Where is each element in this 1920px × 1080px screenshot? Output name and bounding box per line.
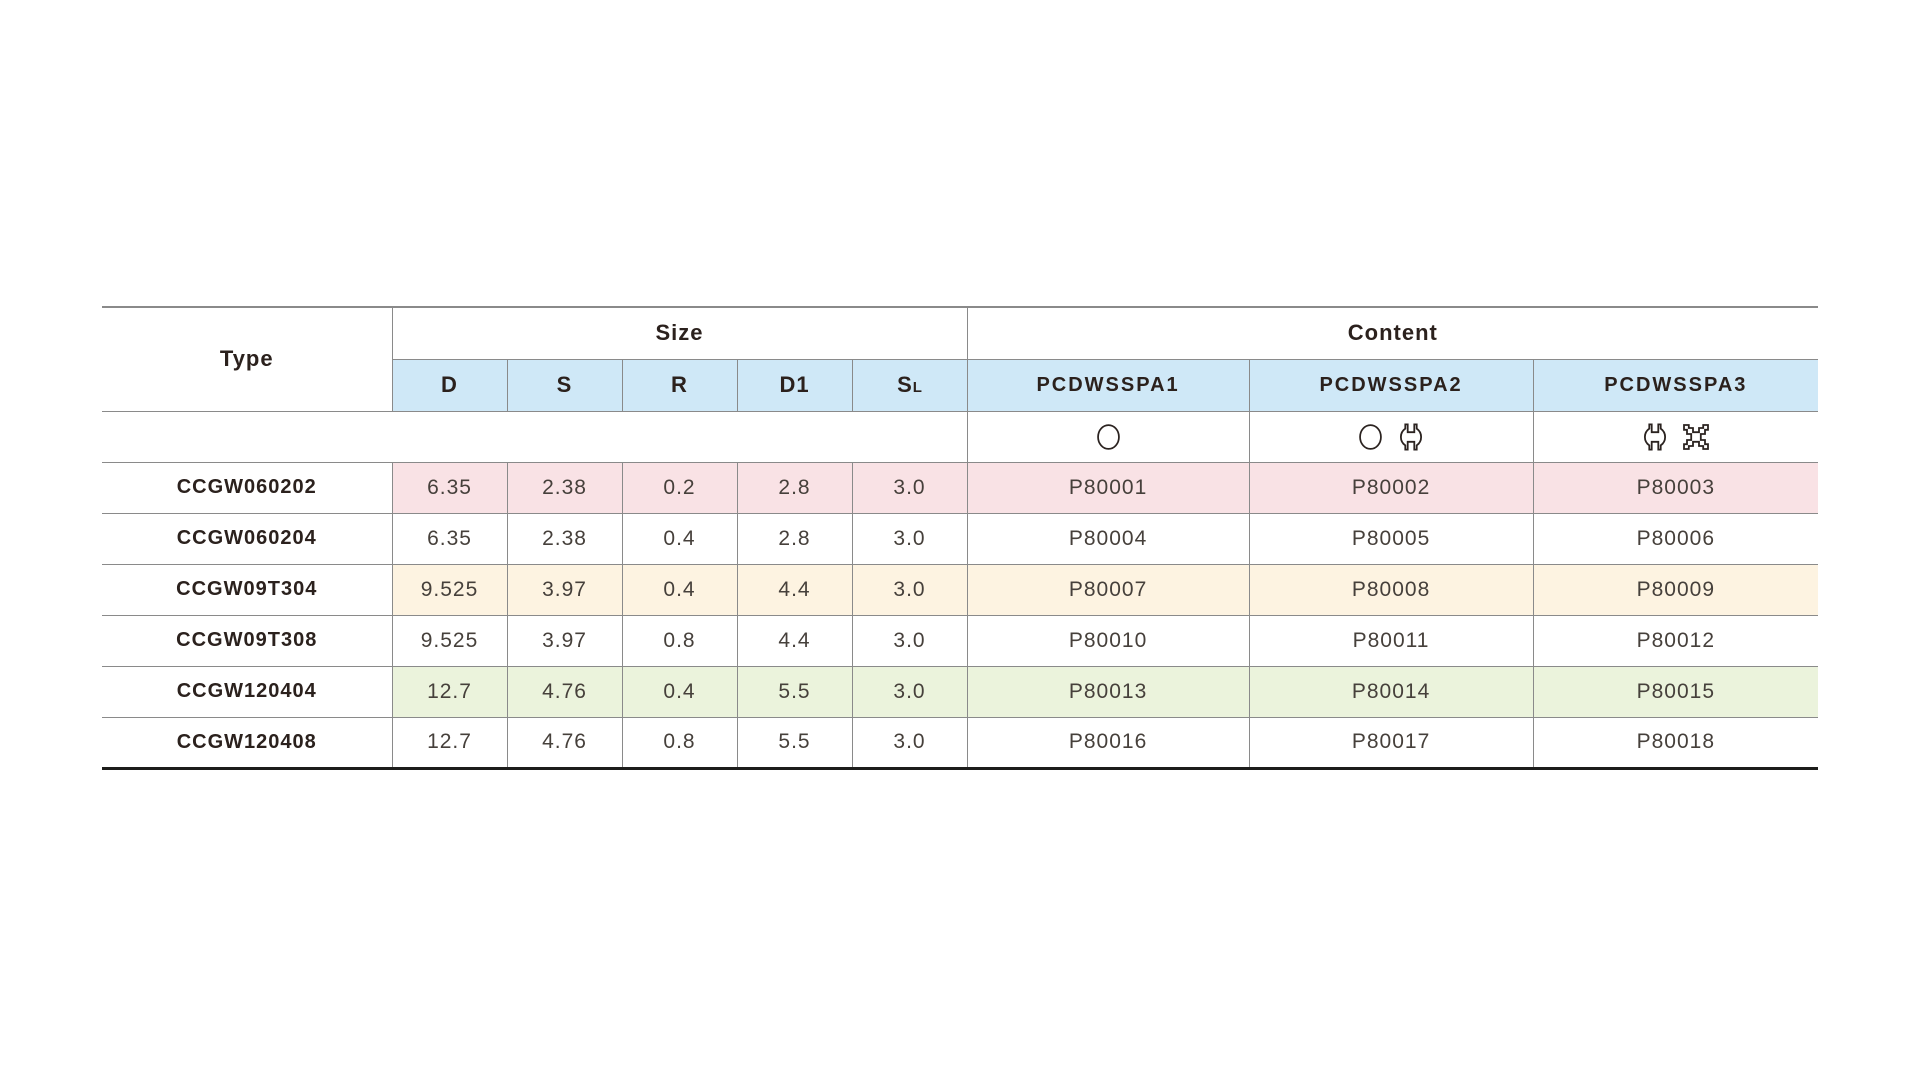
group-header-row: Type Size Content <box>102 306 1819 411</box>
content-pcdwsspa3-cell: P80015 <box>1532 665 1819 717</box>
content-pcdwsspa3-cell: P80006 <box>1532 512 1819 564</box>
content-pcdwsspa2-cell: P80014 <box>1248 665 1534 717</box>
table-row: CCGW09T304 9.525 3.97 0.4 4.4 3.0 P80007… <box>102 563 1819 615</box>
size-d-cell: 6.35 <box>391 512 507 564</box>
size-d1-cell: 4.4 <box>736 563 852 615</box>
size-r-cell: 0.4 <box>621 665 737 717</box>
size-sl-cell: 3.0 <box>851 461 968 513</box>
content-pcdwsspa2-cell: P80008 <box>1248 563 1534 615</box>
notched-circle-icon <box>1400 423 1423 450</box>
table-row: CCGW060204 6.35 2.38 0.4 2.8 3.0 P80004 … <box>102 512 1819 564</box>
content-pcdwsspa1-cell: P80004 <box>966 512 1250 564</box>
content-pcdwsspa1-cell: P80007 <box>966 563 1250 615</box>
content-pcdwsspa2-cell: P80017 <box>1248 716 1534 770</box>
content-pcdwsspa1-cell: P80016 <box>966 716 1250 770</box>
content-pcdwsspa3-cell: P80018 <box>1532 716 1819 770</box>
size-s-cell: 3.97 <box>506 563 622 615</box>
size-r-cell: 0.4 <box>621 563 737 615</box>
type-cell: CCGW09T304 <box>102 563 392 615</box>
size-r-cell: 0.8 <box>621 614 737 666</box>
col-header-pcdwsspa2: PCDWSSPA2 <box>1248 358 1534 411</box>
size-s-cell: 4.76 <box>506 716 622 770</box>
size-s-cell: 2.38 <box>506 512 622 564</box>
size-r-cell: 0.8 <box>621 716 737 770</box>
insert-spec-table: Type Size Content D S R D1 SL PCDWSSPA1 … <box>102 306 1819 770</box>
size-d1-cell: 5.5 <box>736 665 852 717</box>
type-cell: CCGW120408 <box>102 716 392 770</box>
table-row: CCGW120404 12.7 4.76 0.4 5.5 3.0 P80013 … <box>102 665 1819 717</box>
content-pcdwsspa3-cell: P80009 <box>1532 563 1819 615</box>
type-cell: CCGW120404 <box>102 665 392 717</box>
size-s-cell: 2.38 <box>506 461 622 513</box>
size-d-cell: 12.7 <box>391 665 507 717</box>
size-d1-cell: 2.8 <box>736 461 852 513</box>
content-pcdwsspa1-cell: P80010 <box>966 614 1250 666</box>
notched-circle-icon <box>1644 423 1667 450</box>
clamping-symbols-row <box>102 410 1819 462</box>
col-header-sl-sub: L <box>912 379 922 396</box>
content-pcdwsspa2-cell: P80005 <box>1248 512 1534 564</box>
table-row: CCGW09T308 9.525 3.97 0.8 4.4 3.0 P80010… <box>102 614 1819 666</box>
content-pcdwsspa1-cell: P80013 <box>966 665 1250 717</box>
circle-icon <box>1359 423 1382 450</box>
col-header-pcdwsspa1: PCDWSSPA1 <box>966 358 1250 411</box>
col-header-d1: D1 <box>736 358 852 411</box>
col-header-sl-base: S <box>897 372 913 397</box>
size-sl-cell: 3.0 <box>851 665 968 717</box>
table-row: CCGW120408 12.7 4.76 0.8 5.5 3.0 P80016 … <box>102 716 1819 770</box>
size-s-cell: 4.76 <box>506 665 622 717</box>
content-pcdwsspa3-cell: P80003 <box>1532 461 1819 513</box>
size-sl-cell: 3.0 <box>851 614 968 666</box>
circle-icon <box>1096 423 1120 450</box>
content-pcdwsspa2-cell: P80011 <box>1248 614 1534 666</box>
size-d-cell: 6.35 <box>391 461 507 513</box>
symbols-pcdwsspa3-cell <box>1532 410 1819 462</box>
column-header-row: D S R D1 SL PCDWSSPA1 PCDWSSPA2 PCDWSSPA… <box>102 358 1819 411</box>
header-type: Type <box>102 306 393 411</box>
size-r-cell: 0.4 <box>621 512 737 564</box>
size-r-cell: 0.2 <box>621 461 737 513</box>
symbols-pcdwsspa2-cell <box>1248 410 1534 462</box>
col-header-d: D <box>391 358 507 411</box>
header-content-group: Content <box>966 306 1819 359</box>
symbols-pcdwsspa1-cell <box>966 410 1250 462</box>
content-pcdwsspa3-cell: P80012 <box>1532 614 1819 666</box>
size-s-cell: 3.97 <box>506 614 622 666</box>
type-cell: CCGW060202 <box>102 461 392 513</box>
notched-square-icon <box>1683 423 1710 450</box>
size-sl-cell: 3.0 <box>851 716 968 770</box>
col-header-r: R <box>621 358 737 411</box>
table-row: CCGW060202 6.35 2.38 0.2 2.8 3.0 P80001 … <box>102 461 1819 513</box>
size-d-cell: 9.525 <box>391 614 507 666</box>
type-cell: CCGW060204 <box>102 512 392 564</box>
size-d1-cell: 5.5 <box>736 716 852 770</box>
content-pcdwsspa2-cell: P80002 <box>1248 461 1534 513</box>
col-header-pcdwsspa3: PCDWSSPA3 <box>1532 358 1819 411</box>
type-cell: CCGW09T308 <box>102 614 392 666</box>
size-sl-cell: 3.0 <box>851 563 968 615</box>
size-d-cell: 9.525 <box>391 563 507 615</box>
col-header-sl: SL <box>851 358 968 411</box>
content-pcdwsspa1-cell: P80001 <box>966 461 1250 513</box>
header-size-group: Size <box>391 306 968 359</box>
size-d1-cell: 4.4 <box>736 614 852 666</box>
size-d1-cell: 2.8 <box>736 512 852 564</box>
symbols-empty-cell <box>102 410 968 462</box>
size-sl-cell: 3.0 <box>851 512 968 564</box>
col-header-s: S <box>506 358 622 411</box>
size-d-cell: 12.7 <box>391 716 507 770</box>
